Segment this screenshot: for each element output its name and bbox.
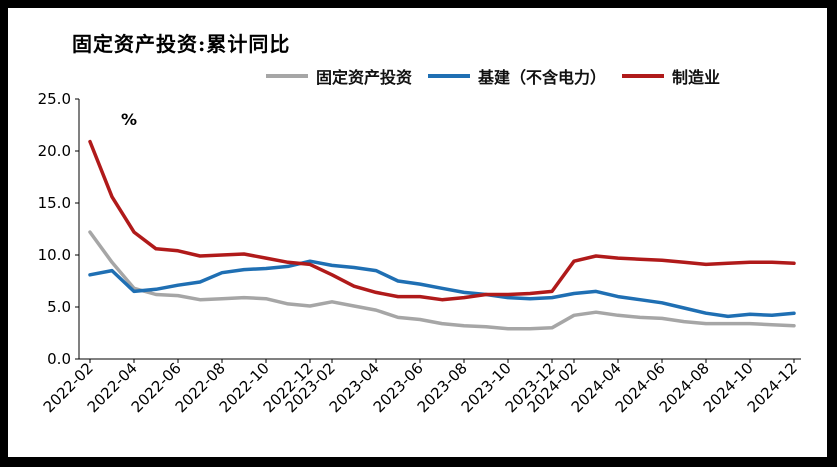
axes (75, 98, 801, 363)
series-line-1 (88, 259, 796, 319)
y-tick-label: 15.0 (38, 194, 71, 212)
y-tick-label: 5.0 (47, 298, 71, 316)
x-tick-labels: 2022-022022-042022-062022-082022-102022-… (40, 359, 801, 416)
series-lines (88, 139, 796, 331)
y-tick-label: 10.0 (38, 246, 71, 264)
series-line-0 (88, 230, 796, 331)
legend-swatch-manufacturing (622, 74, 665, 78)
series-line-2 (88, 139, 796, 302)
legend-swatch-fai (266, 74, 308, 78)
y-tick-label: 20.0 (38, 142, 71, 160)
legend-item-infra: 基建（不含电力） (428, 64, 606, 88)
unit-label: % (121, 110, 137, 129)
legend-label-manufacturing: 制造业 (672, 68, 721, 87)
y-tick-label: 0.0 (47, 350, 71, 368)
legend-swatch-infra (428, 74, 471, 78)
legend-label-fai: 固定资产投资 (316, 68, 413, 87)
y-tick-labels: 0.0 5.0 10.0 15.0 20.0 25.0 (38, 90, 71, 368)
legend: 固定资产投资 基建（不含电力） 制造业 (266, 64, 736, 88)
chart-frame (8, 8, 827, 457)
chart-title: 固定资产投资:累计同比 (72, 32, 291, 56)
legend-item-manufacturing: 制造业 (622, 64, 720, 88)
legend-label-infra: 基建（不含电力） (478, 68, 607, 87)
y-tick-label: 25.0 (38, 90, 71, 108)
legend-item-fai: 固定资产投资 (266, 64, 412, 88)
